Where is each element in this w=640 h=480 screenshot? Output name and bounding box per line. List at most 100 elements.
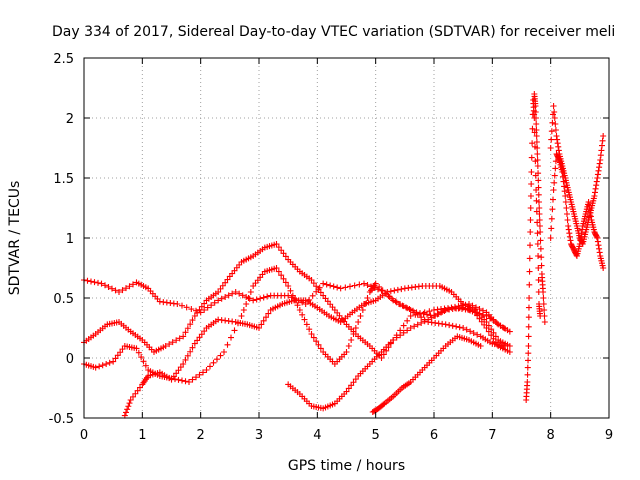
y-tick-label: 1.5 bbox=[53, 172, 74, 187]
data-point bbox=[352, 376, 359, 383]
data-point bbox=[453, 323, 460, 330]
data-point bbox=[540, 295, 547, 301]
data-point bbox=[425, 316, 432, 323]
data-point bbox=[317, 345, 324, 352]
y-tick-label: -0.5 bbox=[49, 412, 74, 427]
data-point bbox=[180, 361, 187, 367]
data-point bbox=[527, 229, 534, 235]
data-point bbox=[330, 283, 337, 290]
data-point bbox=[194, 337, 201, 344]
data-point bbox=[537, 237, 544, 244]
data-point bbox=[421, 318, 428, 325]
data-point bbox=[142, 362, 149, 369]
data-point bbox=[218, 295, 225, 302]
data-point bbox=[535, 177, 542, 184]
x-tick-label: 9 bbox=[605, 428, 613, 443]
data-point bbox=[124, 406, 131, 413]
data-point bbox=[432, 312, 439, 319]
data-point bbox=[535, 170, 542, 177]
data-point bbox=[528, 154, 535, 161]
data-point bbox=[476, 315, 483, 322]
data-point bbox=[361, 280, 367, 287]
data-point bbox=[564, 211, 570, 217]
data-point bbox=[562, 193, 569, 199]
y-tick-label: 2 bbox=[66, 112, 74, 127]
data-point bbox=[224, 276, 231, 283]
data-point bbox=[596, 164, 603, 171]
data-point bbox=[596, 249, 603, 256]
data-point bbox=[140, 358, 147, 365]
data-point bbox=[555, 143, 562, 150]
data-point bbox=[225, 292, 232, 299]
data-point bbox=[566, 233, 573, 240]
data-point bbox=[563, 205, 570, 211]
data-point bbox=[595, 167, 602, 174]
data-point bbox=[191, 340, 198, 347]
data-point bbox=[95, 279, 101, 286]
data-point bbox=[222, 279, 229, 286]
data-point bbox=[593, 178, 600, 185]
data-point bbox=[534, 230, 541, 237]
data-point bbox=[490, 335, 497, 342]
data-point bbox=[240, 307, 247, 313]
data-point bbox=[541, 319, 548, 325]
series-track-6 bbox=[369, 333, 484, 415]
data-point bbox=[200, 369, 206, 376]
data-point bbox=[179, 302, 185, 309]
data-point bbox=[356, 281, 363, 288]
data-point bbox=[348, 382, 355, 389]
data-point bbox=[562, 199, 569, 205]
data-point bbox=[102, 282, 108, 289]
data-point bbox=[88, 278, 94, 285]
data-point bbox=[351, 282, 358, 289]
data-point bbox=[474, 312, 481, 319]
data-point bbox=[533, 133, 540, 139]
data-point bbox=[138, 354, 145, 361]
data-point bbox=[485, 328, 492, 335]
data-point bbox=[179, 377, 185, 384]
data-point bbox=[175, 376, 182, 383]
data-point bbox=[397, 301, 404, 308]
data-point bbox=[310, 280, 317, 287]
series-track-8 bbox=[531, 91, 548, 325]
data-point bbox=[186, 379, 192, 385]
data-point bbox=[313, 338, 320, 345]
data-point bbox=[541, 313, 548, 319]
y-tick-label: 0.5 bbox=[53, 292, 74, 307]
y-tick-label: 2.5 bbox=[53, 52, 74, 67]
data-point bbox=[525, 357, 532, 364]
data-point bbox=[547, 145, 554, 151]
data-point bbox=[529, 125, 536, 132]
x-tick-label: 2 bbox=[197, 428, 205, 443]
data-point bbox=[355, 319, 362, 325]
data-point bbox=[258, 321, 265, 328]
data-point bbox=[473, 304, 479, 311]
data-point bbox=[376, 283, 383, 290]
data-point bbox=[393, 334, 400, 341]
data-point bbox=[555, 155, 562, 162]
data-point bbox=[594, 171, 601, 178]
x-tick-label: 7 bbox=[488, 428, 496, 443]
data-point bbox=[404, 327, 411, 334]
data-point bbox=[532, 109, 539, 115]
data-point bbox=[327, 282, 334, 289]
data-point bbox=[119, 346, 126, 353]
data-point bbox=[532, 115, 539, 121]
data-point bbox=[215, 297, 222, 304]
data-point bbox=[99, 362, 106, 369]
data-point bbox=[553, 133, 560, 139]
data-point bbox=[536, 199, 542, 205]
data-point bbox=[471, 309, 478, 316]
data-point bbox=[559, 173, 566, 180]
data-point bbox=[474, 331, 481, 338]
data-point bbox=[123, 285, 129, 292]
data-point bbox=[591, 193, 598, 199]
data-point bbox=[170, 373, 177, 380]
data-point bbox=[594, 238, 601, 245]
data-point bbox=[550, 187, 557, 193]
data-point bbox=[566, 230, 573, 237]
data-point bbox=[91, 279, 98, 286]
data-point bbox=[559, 169, 566, 175]
data-point bbox=[191, 313, 198, 319]
data-point bbox=[217, 285, 224, 292]
